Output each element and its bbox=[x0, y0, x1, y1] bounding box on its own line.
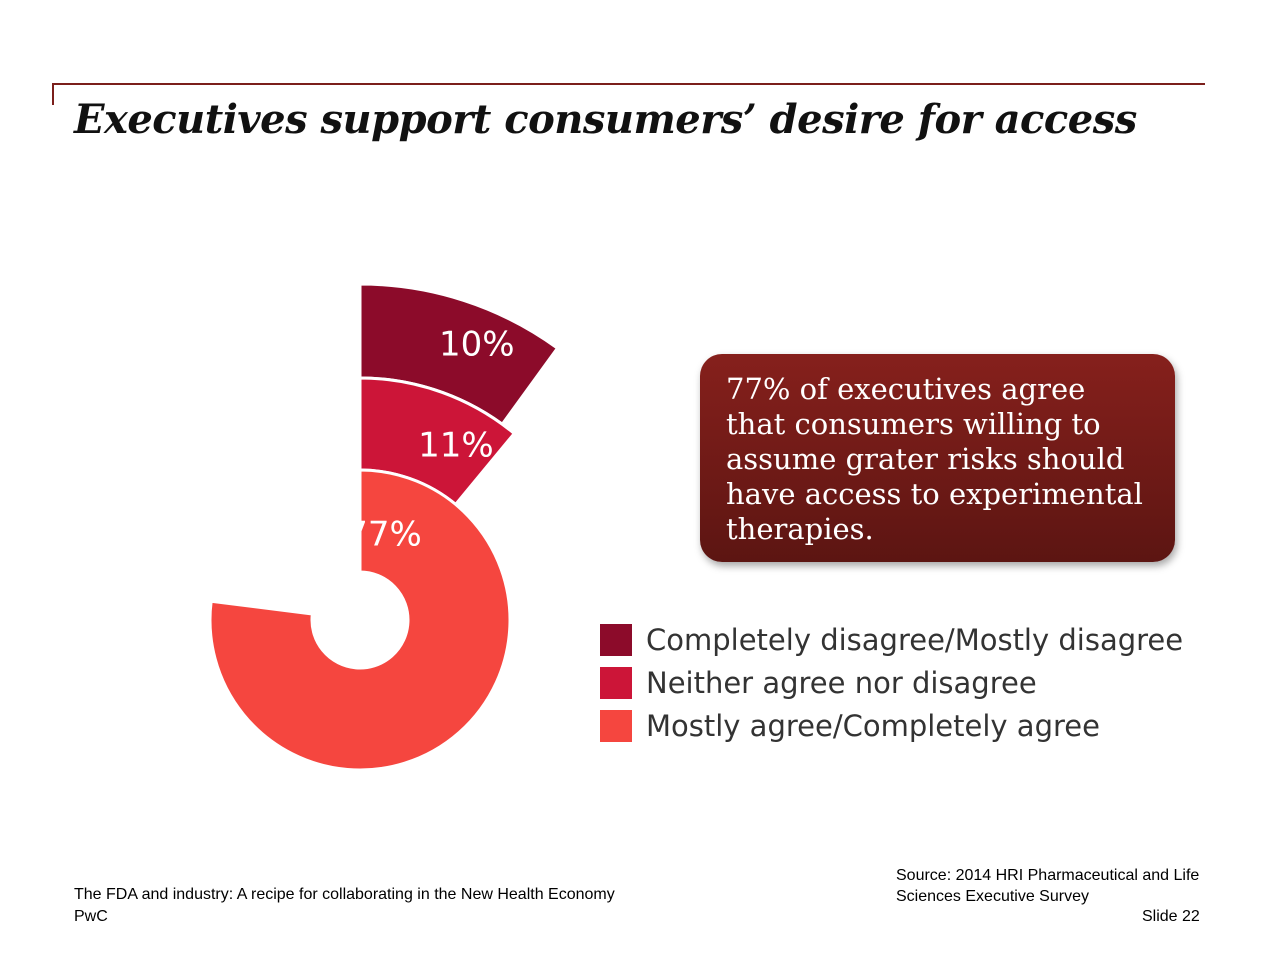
data-label-neutral: 11% bbox=[418, 425, 494, 465]
legend-label-disagree: Completely disagree/Mostly disagree bbox=[646, 622, 1184, 657]
legend-item-agree: Mostly agree/Completely agree bbox=[600, 704, 1183, 747]
slide-number: Slide 22 bbox=[1142, 908, 1200, 925]
source-line-2: Sciences Executive Survey bbox=[896, 888, 1089, 905]
legend-item-disagree: Completely disagree/Mostly disagree bbox=[600, 618, 1183, 661]
footer-title: The FDA and industry: A recipe for colla… bbox=[74, 886, 615, 903]
legend-swatch-neutral bbox=[600, 666, 632, 699]
legend-swatch-disagree bbox=[600, 623, 632, 656]
data-label-disagree: 10% bbox=[439, 325, 515, 365]
title-rule bbox=[52, 83, 1205, 85]
arc-agree bbox=[208, 468, 512, 772]
legend-swatch-agree bbox=[600, 709, 632, 742]
callout-box: 77% of executives agree that consumers w… bbox=[700, 354, 1175, 562]
chart-legend: Completely disagree/Mostly disagree Neit… bbox=[600, 618, 1183, 747]
title-rule-tick bbox=[52, 83, 54, 105]
slide-title: Executives support consumers’ desire for… bbox=[74, 96, 1137, 143]
legend-label-agree: Mostly agree/Completely agree bbox=[646, 708, 1100, 743]
footer-company: PwC bbox=[74, 908, 108, 925]
legend-label-neutral: Neither agree nor disagree bbox=[646, 665, 1037, 700]
source-note: Source: 2014 HRI Pharmaceutical and Life… bbox=[896, 865, 1256, 907]
source-line-1: Source: 2014 HRI Pharmaceutical and Life bbox=[896, 867, 1200, 884]
data-label-agree: 77% bbox=[346, 514, 422, 554]
legend-item-neutral: Neither agree nor disagree bbox=[600, 661, 1183, 704]
